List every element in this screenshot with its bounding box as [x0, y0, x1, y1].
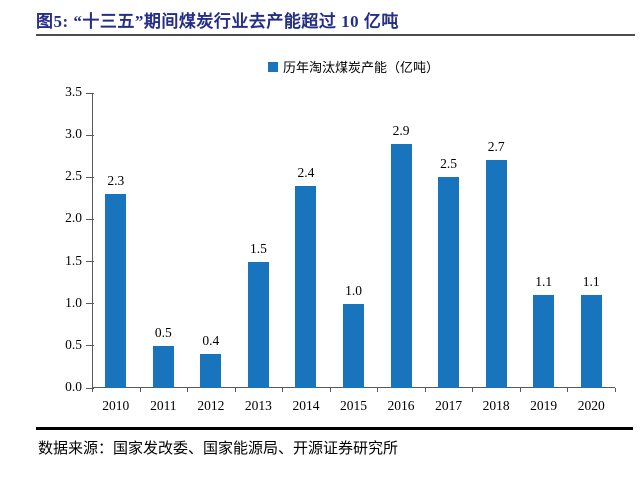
y-axis-tick	[86, 303, 94, 305]
y-tick-label: 0.5	[65, 336, 82, 352]
x-axis-tick	[282, 388, 284, 392]
y-axis-tick	[86, 218, 94, 220]
bar-value-label: 2.9	[392, 122, 410, 138]
y-tick-label: 0.0	[65, 379, 82, 394]
bar-value-label: 1.1	[535, 274, 553, 290]
chart-legend: 历年淘汰煤炭产能（亿吨）	[92, 57, 615, 76]
figure-title: 图5: “十三五”期间煤炭行业去产能超过 10 亿吨	[36, 12, 399, 31]
bar-2011	[152, 345, 174, 388]
bar-value-label: 2.5	[440, 156, 458, 172]
x-tick-label: 2020	[577, 398, 605, 413]
x-axis-tick	[329, 388, 331, 392]
title-underline	[36, 34, 635, 36]
x-tick-label: 2010	[102, 398, 130, 413]
y-tick-label: 1.5	[65, 252, 82, 268]
y-axis-tick	[86, 387, 94, 389]
bar-value-label: 2.7	[487, 139, 505, 155]
y-axis-tick	[86, 134, 94, 136]
x-axis-tick	[92, 388, 93, 392]
x-tick-label: 2018	[482, 398, 510, 413]
legend-swatch-icon	[267, 61, 278, 72]
y-tick-label: 3.0	[65, 126, 82, 142]
bar-value-label: 0.4	[202, 333, 220, 349]
bar-value-label: 2.3	[107, 173, 125, 189]
x-tick-label: 2012	[197, 398, 225, 413]
bar-2015	[343, 303, 364, 388]
x-axis-tick	[567, 388, 569, 392]
x-axis-tick	[139, 388, 141, 392]
x-axis-tick	[424, 388, 426, 392]
bar-2014	[295, 185, 317, 388]
y-tick-label: 1.0	[65, 294, 82, 310]
x-tick-label: 2019	[530, 398, 558, 413]
bar-2020	[580, 295, 602, 388]
x-tick-label: 2017	[435, 398, 463, 413]
y-axis-tick	[86, 261, 94, 263]
data-source-text: 数据来源：国家发改委、国家能源局、开源证券研究所	[38, 441, 399, 457]
bar-2017	[438, 177, 460, 388]
bar-2012	[200, 354, 222, 388]
y-axis-tick	[86, 345, 94, 347]
x-tick-label: 2014	[292, 398, 320, 413]
x-tick-label: 2015	[340, 398, 367, 413]
bar-2019	[533, 295, 555, 388]
bar-2016	[390, 143, 412, 388]
y-tick-label: 2.5	[65, 168, 82, 184]
bar-value-label: 1.1	[582, 274, 600, 290]
source-divider	[36, 427, 633, 430]
x-axis-tick	[187, 388, 189, 392]
y-tick-label: 2.0	[65, 210, 82, 226]
legend-label: 历年淘汰煤炭产能（亿吨）	[282, 60, 439, 75]
x-axis-tick	[234, 388, 236, 392]
y-axis-tick	[86, 176, 94, 178]
x-tick-label: 2011	[150, 398, 177, 413]
x-axis-tick	[377, 388, 379, 392]
x-tick-label: 2013	[244, 398, 272, 413]
y-tick-label: 3.5	[65, 84, 82, 99]
bar-2018	[485, 160, 507, 388]
x-tick-label: 2016	[387, 398, 415, 413]
bar-2013	[247, 261, 269, 388]
bar-value-label: 0.5	[154, 324, 172, 340]
bar-2010	[105, 194, 127, 388]
y-axis-tick	[86, 92, 94, 94]
x-axis-tick	[615, 388, 616, 392]
bar-value-label: 2.4	[297, 164, 315, 180]
x-axis-tick	[519, 388, 521, 392]
bar-value-label: 1.5	[249, 240, 267, 256]
bar-value-label: 1.0	[345, 282, 362, 298]
x-axis-tick	[472, 388, 474, 392]
